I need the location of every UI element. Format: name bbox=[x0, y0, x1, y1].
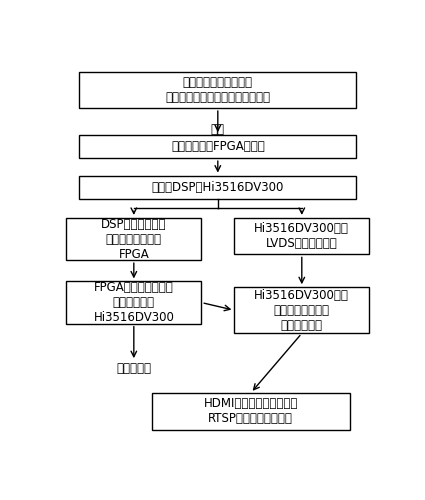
Text: 解码: 解码 bbox=[211, 123, 225, 136]
Bar bbox=[152, 393, 349, 430]
Bar bbox=[79, 135, 356, 158]
Text: 发送至DSP及Hi3516DV300: 发送至DSP及Hi3516DV300 bbox=[152, 180, 284, 194]
Bar bbox=[79, 176, 356, 199]
Text: 各视频数据在FPGA内编码: 各视频数据在FPGA内编码 bbox=[171, 140, 265, 153]
Bar bbox=[66, 218, 201, 260]
Bar bbox=[79, 72, 356, 108]
Bar bbox=[66, 282, 201, 324]
Text: Hi3516DV300叠加
跟踪结果数据，形
成视频数据流: Hi3516DV300叠加 跟踪结果数据，形 成视频数据流 bbox=[255, 289, 349, 332]
Text: Hi3516DV300通过
LVDS通道接收数据: Hi3516DV300通过 LVDS通道接收数据 bbox=[255, 222, 349, 250]
Text: 通过三个不同芯片接收
三种不同类型的外部视频数据输入: 通过三个不同芯片接收 三种不同类型的外部视频数据输入 bbox=[165, 76, 270, 104]
Text: DSP计算跟踪结果
并编码组帧，发送
FPGA: DSP计算跟踪结果 并编码组帧，发送 FPGA bbox=[101, 218, 167, 260]
Text: 外部控制器: 外部控制器 bbox=[116, 362, 151, 374]
Text: FPGA解码，串口发送
外部控制器及
Hi3516DV300: FPGA解码，串口发送 外部控制器及 Hi3516DV300 bbox=[94, 281, 174, 324]
Text: HDMI数据通路进行显示、
RTSP编码网络数据显示: HDMI数据通路进行显示、 RTSP编码网络数据显示 bbox=[204, 398, 298, 425]
Bar bbox=[234, 287, 369, 334]
Bar bbox=[234, 218, 369, 254]
